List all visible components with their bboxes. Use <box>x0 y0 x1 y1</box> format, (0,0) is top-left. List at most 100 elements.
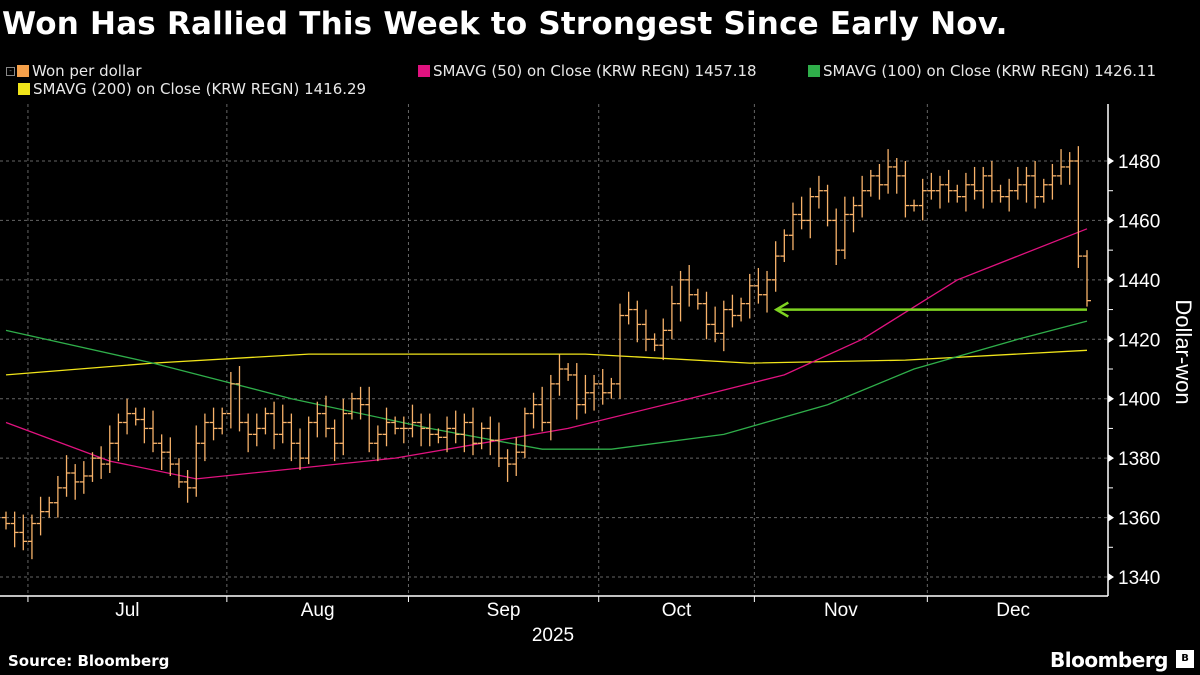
ohlc-bar <box>745 273 754 319</box>
ohlc-bar <box>2 511 10 530</box>
ohlc-bar <box>979 166 988 209</box>
y-tick-label: 1480 <box>1118 152 1160 173</box>
ohlc-bar <box>140 407 149 444</box>
ohlc-bar <box>884 149 893 194</box>
ohlc-bar <box>763 270 772 313</box>
ohlc-bar <box>1048 163 1057 200</box>
ohlc-bar <box>918 178 927 221</box>
sma200-line <box>5 349 1088 376</box>
ohlc-bar <box>737 297 746 322</box>
ohlc-bar <box>512 437 521 476</box>
ohlc-bar <box>650 333 659 352</box>
ohlc-bar <box>425 413 434 447</box>
ohlc-bar <box>200 413 209 462</box>
legend-sma200: SMAVG (200) on Close (KRW REGN) 1416.29 <box>18 80 366 98</box>
ohlc-bar <box>339 398 348 456</box>
x-tick-label: Oct <box>662 600 692 621</box>
ohlc-bar <box>970 166 979 200</box>
ohlc-bar <box>157 434 166 471</box>
legend-sma100: SMAVG (100) on Close (KRW REGN) 1426.11 <box>808 62 1156 80</box>
y-tick-label: 1460 <box>1118 211 1160 232</box>
ohlc-bar <box>616 303 625 399</box>
ohlc-bar <box>806 187 815 239</box>
ohlc-bar <box>503 449 512 482</box>
ohlc-bar <box>685 265 694 307</box>
y-tick-label: 1440 <box>1118 271 1160 292</box>
sma100-line <box>5 320 1088 450</box>
ohlc-bar <box>356 386 365 420</box>
ohlc-bar <box>572 363 581 420</box>
ohlc-bar <box>53 475 62 518</box>
ohlc-bar <box>296 428 305 471</box>
y-tick-mark <box>1108 454 1114 463</box>
ohlc-bar <box>468 407 477 456</box>
ohlc-bar <box>36 496 45 536</box>
ohlc-bar <box>1065 152 1074 185</box>
ohlc-bar <box>399 416 408 444</box>
ohlc-bar <box>866 169 875 197</box>
y-tick-label: 1360 <box>1118 509 1160 530</box>
y-tick-label: 1400 <box>1118 390 1160 411</box>
ohlc-bar <box>659 318 668 361</box>
ohlc-bar <box>875 163 884 200</box>
ohlc-bar <box>953 184 962 203</box>
x-tick-label: Jul <box>115 600 139 621</box>
ohlc-bar <box>270 401 279 450</box>
legend-swatch-won <box>17 65 29 77</box>
ohlc-bar <box>365 386 374 453</box>
ohlc-bar <box>443 416 452 453</box>
x-tick-label: Aug <box>301 600 335 621</box>
ohlc-bar <box>754 267 763 304</box>
ohlc-bar <box>88 452 97 482</box>
ohlc-bar <box>546 374 555 441</box>
ohlc-bar <box>702 291 711 340</box>
ohlc-bar <box>901 161 910 218</box>
legend-label-sma100: SMAVG (100) on Close (KRW REGN) 1426.11 <box>823 62 1157 80</box>
ohlc-bar <box>79 461 88 494</box>
y-tick-label: 1420 <box>1118 330 1160 351</box>
annotation-arrow-head <box>773 301 789 318</box>
ohlc-bar <box>581 374 590 414</box>
ohlc-bar <box>771 241 780 292</box>
ohlc-bar <box>382 407 391 447</box>
ohlc-bar <box>19 514 28 551</box>
ohlc-bar <box>287 413 296 462</box>
ohlc-bar <box>814 175 823 209</box>
y-tick-mark <box>1108 335 1114 344</box>
ohlc-bar <box>183 470 192 503</box>
ohlc-bar <box>1039 178 1048 203</box>
y-tick-mark <box>1108 216 1114 225</box>
ohlc-bar <box>477 422 486 450</box>
ohlc-bar <box>633 300 642 343</box>
ohlc-bar <box>261 407 270 435</box>
x-tick-label: Sep <box>487 600 521 621</box>
ohlc-bar <box>192 425 201 497</box>
ohlc-bar <box>693 288 702 310</box>
y-axis-title: Dollar-won <box>1171 299 1196 404</box>
ohlc-bar <box>823 184 832 227</box>
ohlc-bar <box>935 175 944 209</box>
ohlc-bar <box>892 158 901 194</box>
ohlc-bar <box>719 300 728 352</box>
ohlc-bar <box>927 172 936 200</box>
ohlc-bar <box>987 161 996 203</box>
ohlc-bar <box>607 377 616 399</box>
legend-swatch-sma200 <box>18 83 30 95</box>
collapse-icon[interactable]: - <box>6 66 15 76</box>
ohlc-bar <box>27 514 36 560</box>
legend-label-sma200: SMAVG (200) on Close (KRW REGN) 1416.29 <box>33 80 367 98</box>
ohlc-bar <box>131 407 140 426</box>
ohlc-bar <box>728 294 737 328</box>
y-tick-label: 1380 <box>1118 449 1160 470</box>
x-axis-year-label: 2025 <box>532 625 574 646</box>
ohlc-bar <box>624 291 633 325</box>
ohlc-bar <box>494 422 503 468</box>
ohlc-bar <box>858 175 867 218</box>
ohlc-bar <box>667 285 676 340</box>
ohlc-bar <box>486 416 495 456</box>
ohlc-bar <box>1074 146 1083 268</box>
ohlc-bar <box>460 413 469 453</box>
ohlc-bar <box>123 398 132 435</box>
ohlc-bar <box>1083 250 1091 307</box>
ohlc-bar <box>564 363 573 381</box>
